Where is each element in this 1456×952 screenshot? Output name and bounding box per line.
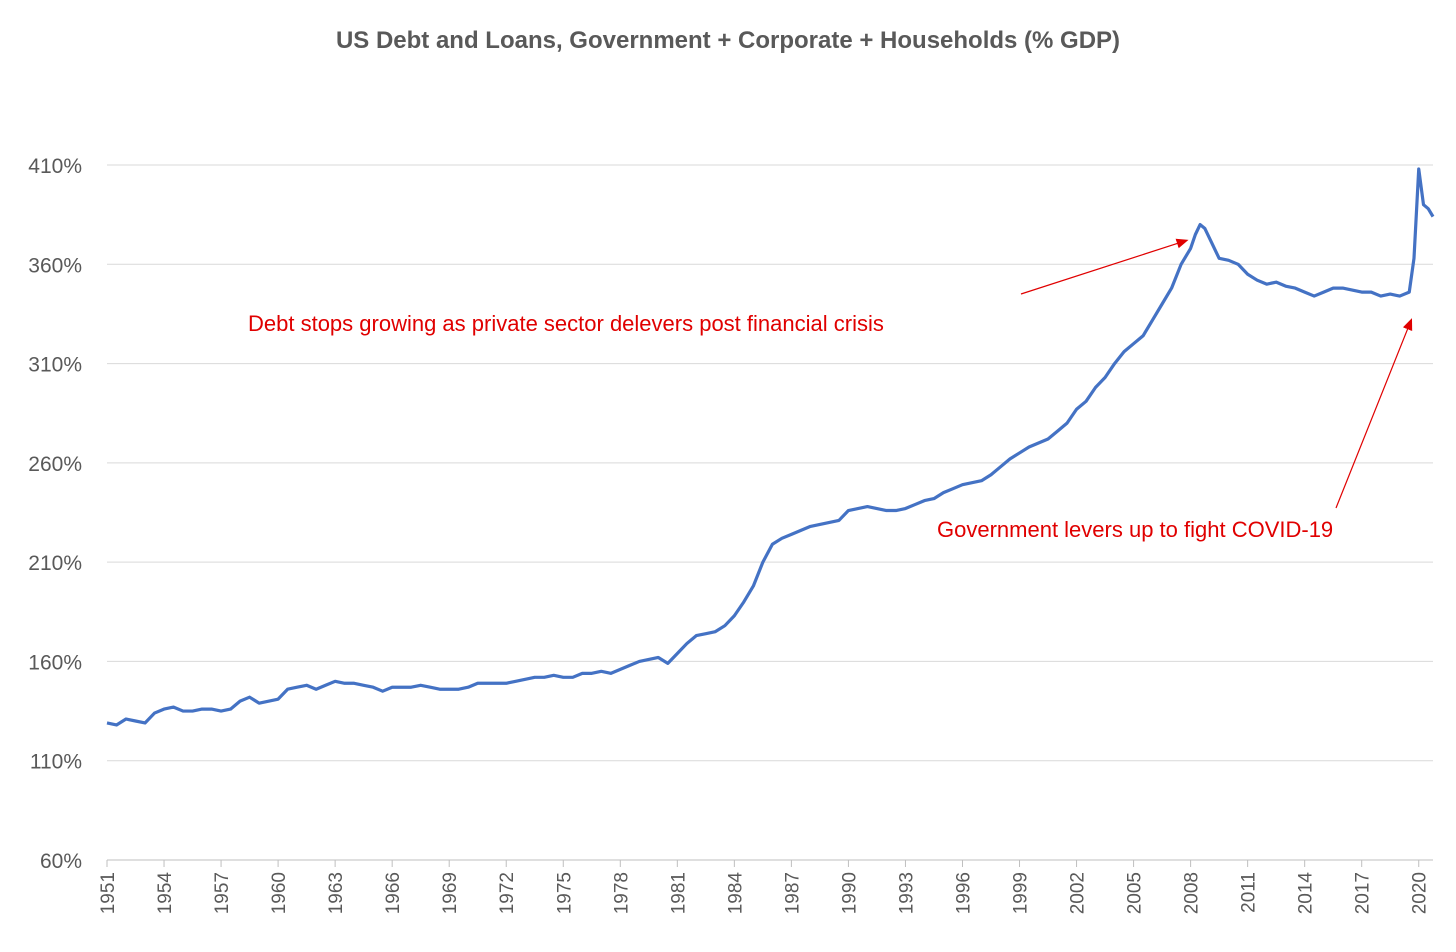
y-tick-label: 160% — [28, 651, 82, 674]
x-tick-label: 1999 — [1011, 872, 1032, 914]
x-tick-label: 2014 — [1296, 872, 1317, 915]
x-tick-label: 2020 — [1410, 872, 1431, 914]
annotation-covid: Government levers up to fight COVID-19 — [937, 517, 1333, 542]
x-tick-label: 2005 — [1125, 872, 1146, 914]
annotation-arrow-financial-crisis — [1020, 238, 1189, 295]
y-tick-label: 260% — [28, 453, 82, 476]
x-tick-label: 1951 — [98, 872, 119, 914]
x-axis-ticks: 1951 1954 1957 1960 1963 1966 1969 1972 1975 1978… — [98, 860, 1431, 914]
y-tick-label: 410% — [28, 155, 82, 178]
x-tick-label: 1987 — [782, 872, 803, 914]
x-tick-label: 1960 — [269, 872, 290, 914]
x-tick-label: 1969 — [440, 872, 461, 914]
gridlines — [107, 164, 1433, 762]
y-tick-label: 310% — [28, 354, 82, 377]
y-tick-label: 60% — [40, 850, 82, 873]
y-tick-label: 210% — [28, 552, 82, 575]
x-tick-label: 2017 — [1353, 872, 1374, 914]
x-tick-label: 1975 — [554, 872, 575, 914]
x-tick-label: 1978 — [611, 872, 632, 914]
x-tick-label: 1984 — [725, 872, 746, 915]
x-tick-label: 1966 — [383, 872, 404, 914]
x-tick-label: 2011 — [1239, 872, 1260, 913]
y-tick-label: 360% — [28, 254, 82, 277]
x-tick-label: 1993 — [896, 872, 917, 914]
x-tick-label: 1954 — [155, 872, 176, 915]
y-axis-ticks: 60% 110% 160% 210% 260% 310% 360% 410% — [28, 155, 82, 873]
x-tick-label: 2008 — [1182, 872, 1203, 914]
x-tick-label: 2002 — [1068, 872, 1089, 914]
x-tick-label: 1996 — [953, 872, 974, 914]
y-tick-label: 110% — [30, 751, 82, 774]
x-tick-label: 1963 — [326, 872, 347, 914]
x-tick-label: 1957 — [212, 872, 233, 914]
annotation-financial-crisis: Debt stops growing as private sector del… — [248, 311, 884, 336]
x-tick-label: 1990 — [839, 872, 860, 914]
x-tick-label: 1972 — [497, 872, 518, 914]
chart-title: US Debt and Loans, Government + Corporat… — [336, 27, 1120, 54]
x-tick-label: 1981 — [668, 872, 689, 914]
series-line-total-debt — [106, 167, 1435, 727]
annotation-arrow-covid — [1335, 318, 1413, 509]
